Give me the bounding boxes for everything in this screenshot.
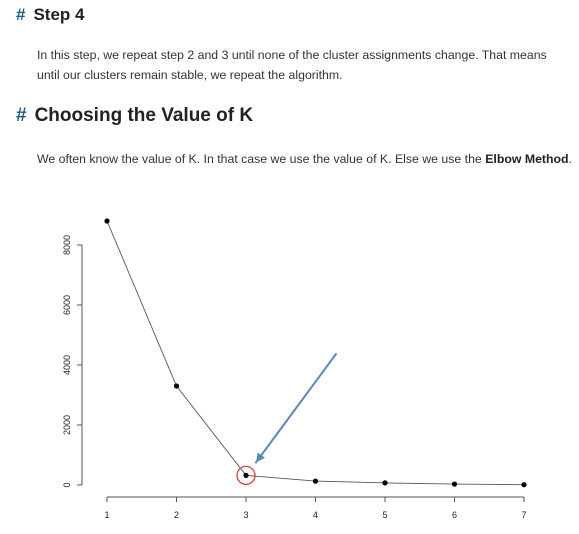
paragraph-text: We often know the value of K. In that ca…	[37, 152, 486, 166]
x-tick-label: 2	[174, 510, 179, 520]
paragraph-period: .	[568, 152, 572, 166]
y-tick-label: 2000	[62, 415, 72, 435]
y-tick-label: 6000	[62, 295, 72, 315]
elbow-method-term: Elbow Method	[485, 152, 569, 166]
data-point	[382, 480, 388, 486]
y-tick-label: 0	[62, 482, 72, 487]
choosing-k-heading: # Choosing the Value of K	[16, 105, 253, 127]
step-4-title: Step 4	[33, 5, 85, 24]
y-tick-label: 4000	[62, 355, 72, 375]
heading-hash-icon: #	[16, 105, 27, 126]
x-tick-label: 1	[104, 510, 109, 520]
elbow-highlight-circle	[236, 465, 256, 486]
data-point	[521, 482, 527, 488]
elbow-arrow-head	[256, 452, 265, 463]
x-tick-label: 5	[382, 510, 387, 520]
data-point	[243, 472, 249, 478]
step-4-paragraph: In this step, we repeat step 2 and 3 unt…	[37, 48, 547, 82]
choosing-k-paragraph: We often know the value of K. In that ca…	[37, 149, 572, 169]
x-tick-label: 7	[521, 510, 526, 520]
x-tick-label: 6	[452, 510, 457, 520]
data-point	[451, 481, 458, 487]
x-tick-label: 3	[243, 510, 248, 520]
choosing-k-title: Choosing the Value of K	[34, 105, 254, 126]
series-line	[106, 220, 525, 486]
heading-hash-icon: #	[16, 5, 26, 24]
data-point	[312, 478, 319, 484]
data-point	[104, 218, 110, 224]
x-tick-label: 4	[313, 510, 318, 520]
step-4-heading: # Step 4	[16, 5, 85, 25]
y-tick-label: 8000	[62, 235, 72, 255]
data-point	[173, 383, 180, 389]
elbow-arrow-line	[255, 353, 337, 464]
